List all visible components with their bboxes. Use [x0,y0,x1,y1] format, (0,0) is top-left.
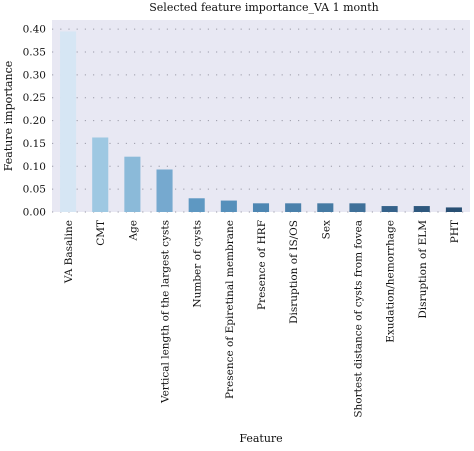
x-tick-label: Age [127,220,139,242]
bar [285,203,302,212]
plot-area [52,20,470,212]
x-tick-label: Disruption of ELM [417,220,429,319]
x-tick-label: Sex [320,220,332,239]
bar [92,137,109,212]
x-tick-label: Shortest distance of cysts from fovea [352,220,364,418]
x-axis-ticks: VA Basaline CMT Age Vertical length of the … [63,220,461,418]
bar [220,200,237,212]
bar [349,203,366,212]
x-tick-label: Exudation/hemorrhage [385,220,397,343]
bar [252,203,270,212]
y-tick-label: 0.15 [23,138,46,150]
y-tick-label: 0.05 [23,184,46,196]
x-axis-title: Feature [239,432,282,445]
y-axis-ticks: 0.00 0.05 0.10 0.15 0.20 0.25 0.30 0.35 0.40 [23,24,46,219]
bar [156,169,173,212]
x-tick-label: Disruption of IS/OS [288,220,300,324]
y-tick-label: 0.40 [23,24,46,36]
bars [60,31,462,212]
x-tick-label: PHT [449,220,461,243]
x-tick-label: CMT [95,220,107,246]
bar [445,207,462,212]
bar [124,156,141,212]
y-tick-label: 0.25 [23,92,46,104]
x-tick-label: VA Basaline [63,220,75,284]
y-axis-title: Feature importance [2,61,15,171]
y-tick-label: 0.10 [23,161,46,173]
bar [317,203,334,212]
x-tick-label: Presence of HRF [256,220,268,310]
bar [188,198,205,212]
y-tick-label: 0.30 [23,69,46,81]
bar [381,206,398,212]
chart-title: Selected feature importance_VA 1 month [149,1,379,14]
y-tick-label: 0.35 [23,47,46,59]
bar [60,31,77,212]
x-tick-label: Presence of Epiretinal membrane [224,220,236,399]
y-tick-label: 0.20 [23,115,46,127]
x-tick-label: Number of cysts [192,220,204,308]
bar [413,206,430,212]
y-tick-label: 0.00 [23,207,46,219]
x-tick-label: Vertical length of the largest cysts [160,220,172,404]
